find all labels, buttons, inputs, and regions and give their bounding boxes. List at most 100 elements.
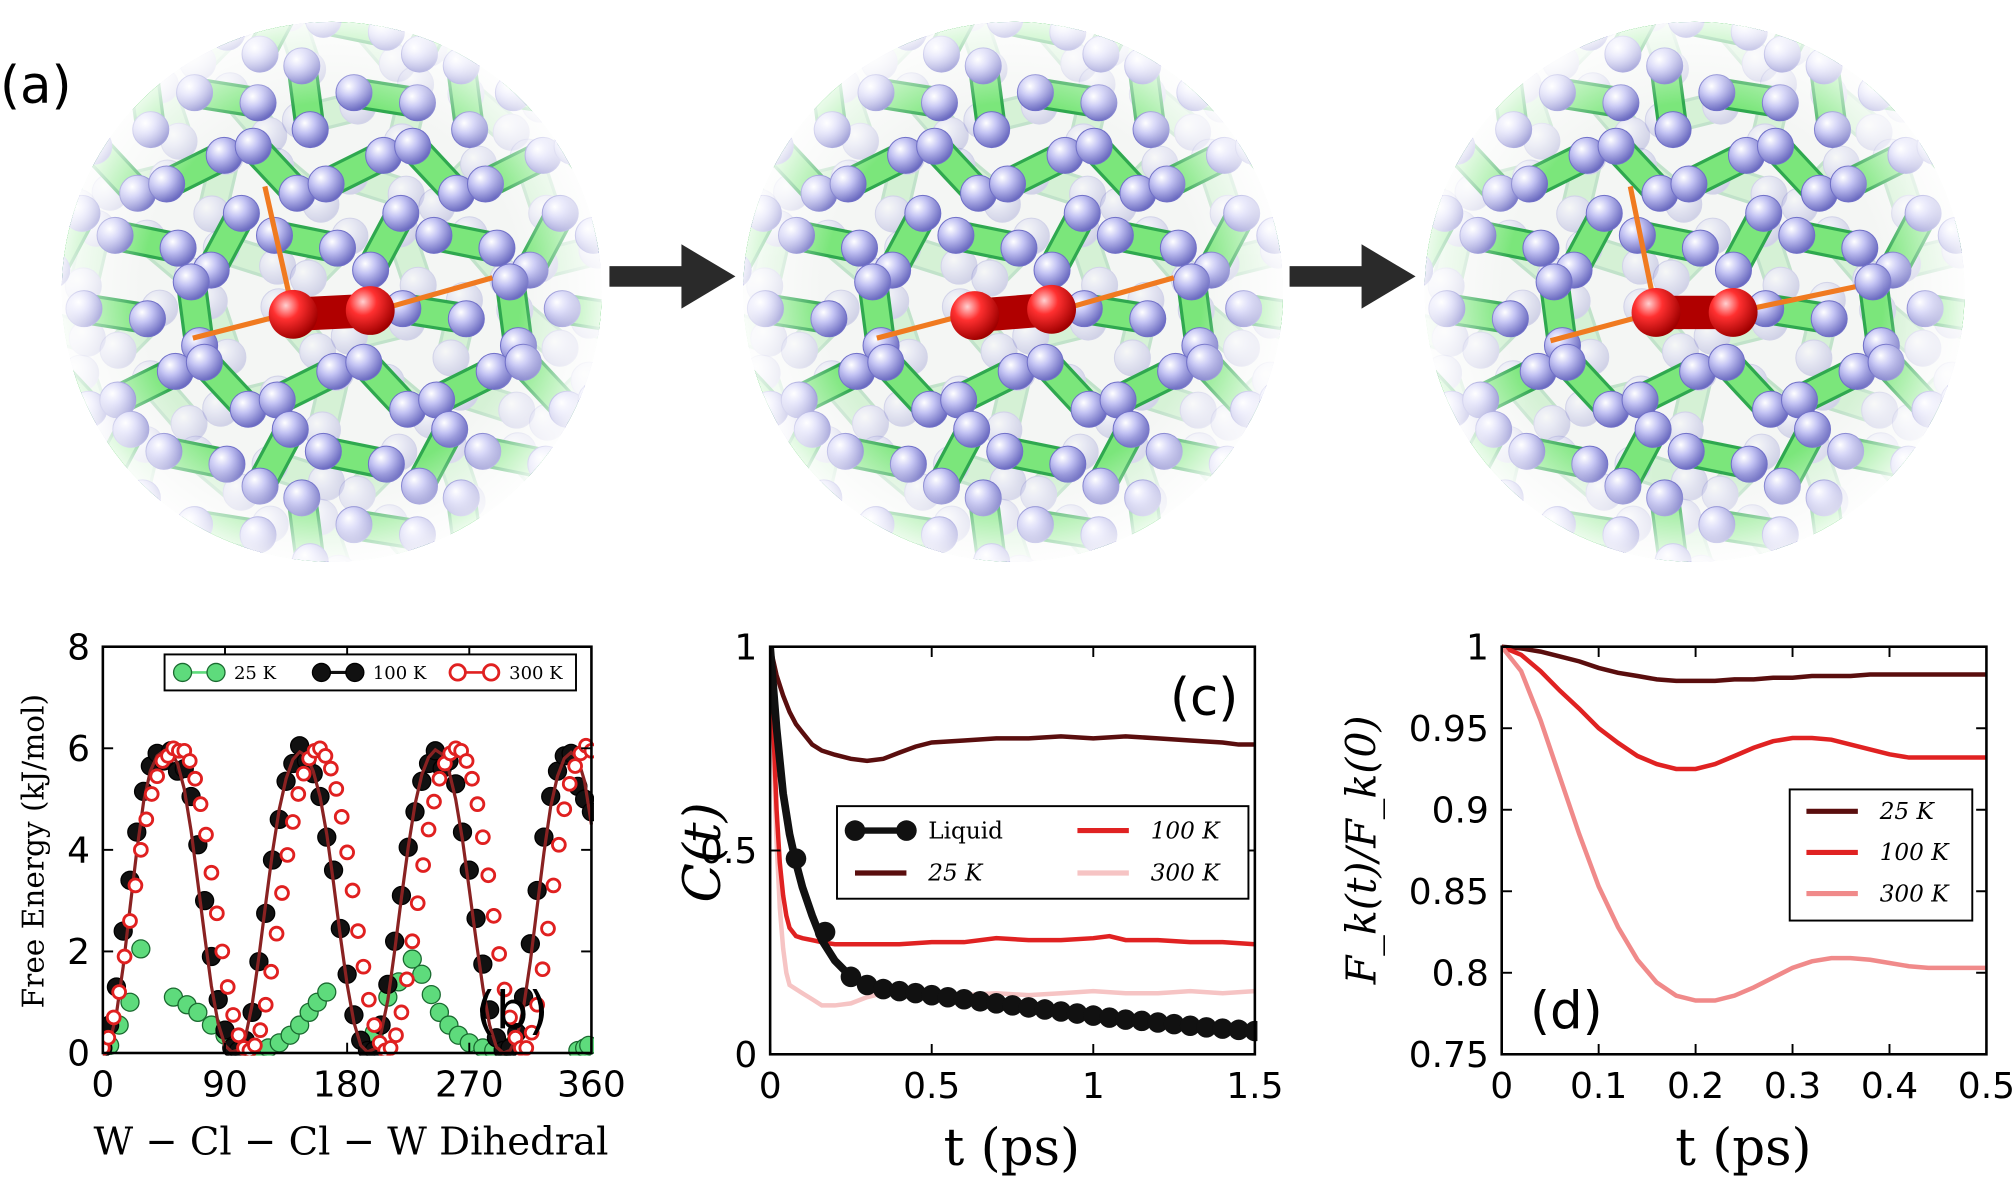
molecule — [1284, 48, 1328, 148]
molecule — [1424, 21, 1449, 51]
data-point — [127, 877, 144, 894]
series-layer — [1501, 644, 1987, 1003]
molecule — [743, 447, 788, 496]
x-tick-label: 0.5 — [903, 1066, 960, 1107]
data-point — [116, 948, 133, 965]
series-100k — [770, 646, 1256, 947]
series-liquid — [770, 646, 1258, 1042]
data-point — [290, 786, 307, 802]
data-point — [138, 811, 155, 828]
molecule — [61, 507, 132, 562]
chart-c-xlabel: t (ps) — [944, 1118, 1080, 1178]
data-point — [1212, 1018, 1233, 1039]
chart-c-panel-label: (c) — [1170, 668, 1238, 728]
data-point — [122, 913, 138, 929]
molecular-snapshot-icon — [743, 21, 1369, 562]
data-point — [252, 1022, 269, 1038]
data-point — [523, 1024, 540, 1041]
data-point — [556, 801, 573, 818]
series-line — [770, 646, 1256, 1008]
data-point — [279, 847, 296, 863]
x-tick-label: 1.5 — [1226, 1066, 1283, 1107]
data-point — [102, 1029, 117, 1046]
legend-item-300k: 300 K — [448, 663, 563, 684]
molecule — [743, 21, 768, 51]
legend-item-25k: 25 K — [854, 861, 984, 887]
molecule — [543, 497, 594, 562]
data-point — [247, 1037, 263, 1054]
x-tick-label: 180 — [313, 1065, 382, 1106]
x-tick-label: 0.5 — [1958, 1066, 2015, 1107]
chart-b-xlabel: W − Cl − Cl − W Dihedral — [93, 1120, 608, 1165]
y-tick-label: 6 — [67, 729, 90, 770]
molecule — [1424, 447, 1470, 496]
data-point — [209, 905, 225, 922]
chart-c-ylabel: C(t) — [673, 802, 733, 902]
data-point — [268, 925, 285, 942]
data-point — [187, 770, 203, 787]
legend-label-liquid: Liquid — [928, 818, 1003, 844]
y-tick-label: 0.75 — [1409, 1035, 1489, 1076]
x-tick-label: 1 — [1082, 1066, 1105, 1107]
data-point — [317, 748, 334, 764]
legend-item-liquid: Liquid — [844, 818, 1003, 844]
data-point — [1034, 999, 1056, 1020]
molecular-snapshot-icon — [1424, 21, 2016, 582]
y-tick-label: 0 — [734, 1035, 757, 1076]
chart-c-legend: Liquid 25 K 100 K 300 K — [836, 805, 1250, 900]
molecule — [1827, 21, 1928, 51]
molecule — [743, 435, 768, 483]
molecule — [569, 450, 602, 499]
molecule — [1224, 497, 1275, 562]
data-point — [323, 760, 339, 777]
molecule — [1241, 21, 1284, 73]
data-point — [1050, 1001, 1072, 1022]
data-point — [1066, 1003, 1088, 1024]
chart-b: 0 90 180 270 360 0 2 4 6 8 Free Energy (kJ/mol) W… — [17, 627, 626, 1164]
molecule — [1291, 74, 1369, 152]
data-point — [969, 991, 991, 1012]
molecule — [743, 21, 782, 79]
molecule — [1193, 21, 1245, 89]
plot-area: 0 0.1 0.2 0.3 0.4 0.5 0.75 0.8 0.85 0.9 0.95 1 — [1409, 627, 2015, 1107]
x-tick-label: 0 — [91, 1065, 114, 1106]
data-point — [257, 996, 274, 1013]
molecule — [494, 506, 596, 554]
legend-item-100k: 100 K — [1806, 840, 1950, 866]
chart-b-legend: 25 K 100 K 300 K — [163, 653, 577, 692]
legend-label-300k: 300 K — [509, 663, 563, 684]
molecule — [1972, 74, 2016, 152]
data-point — [1002, 995, 1023, 1016]
data-point — [551, 836, 567, 853]
chart-b-ylabel: Free Energy (kJ/mol) — [17, 694, 51, 1008]
data-point — [225, 1007, 241, 1023]
molecule — [14, 264, 58, 364]
data-point — [872, 978, 894, 1000]
data-point — [464, 770, 480, 787]
data-point — [203, 864, 220, 881]
series-300k — [770, 646, 1256, 1008]
data-point — [491, 946, 507, 962]
data-point — [133, 842, 149, 858]
molecule — [1444, 21, 1510, 73]
y-tick-label: 0.8 — [1432, 953, 1489, 994]
legend-item-100k: 100 K — [1077, 818, 1221, 844]
data-point — [1228, 1019, 1249, 1041]
molecule — [1424, 136, 1447, 200]
legend-item-100k: 100 K — [311, 662, 427, 684]
y-tick-label: 8 — [67, 627, 90, 668]
molecule — [773, 21, 867, 69]
x-tick-label: 90 — [202, 1065, 248, 1106]
legend-label-100k: 100 K — [1880, 840, 1950, 866]
data-point — [399, 971, 415, 988]
molecule — [1241, 410, 1284, 505]
molecule — [1257, 21, 1284, 76]
molecule — [743, 509, 799, 554]
molecule — [743, 77, 799, 122]
data-point — [420, 821, 437, 838]
data-point — [937, 986, 959, 1008]
molecule — [1970, 508, 2016, 582]
molecule — [1145, 21, 1246, 51]
series-300k — [102, 737, 594, 1056]
